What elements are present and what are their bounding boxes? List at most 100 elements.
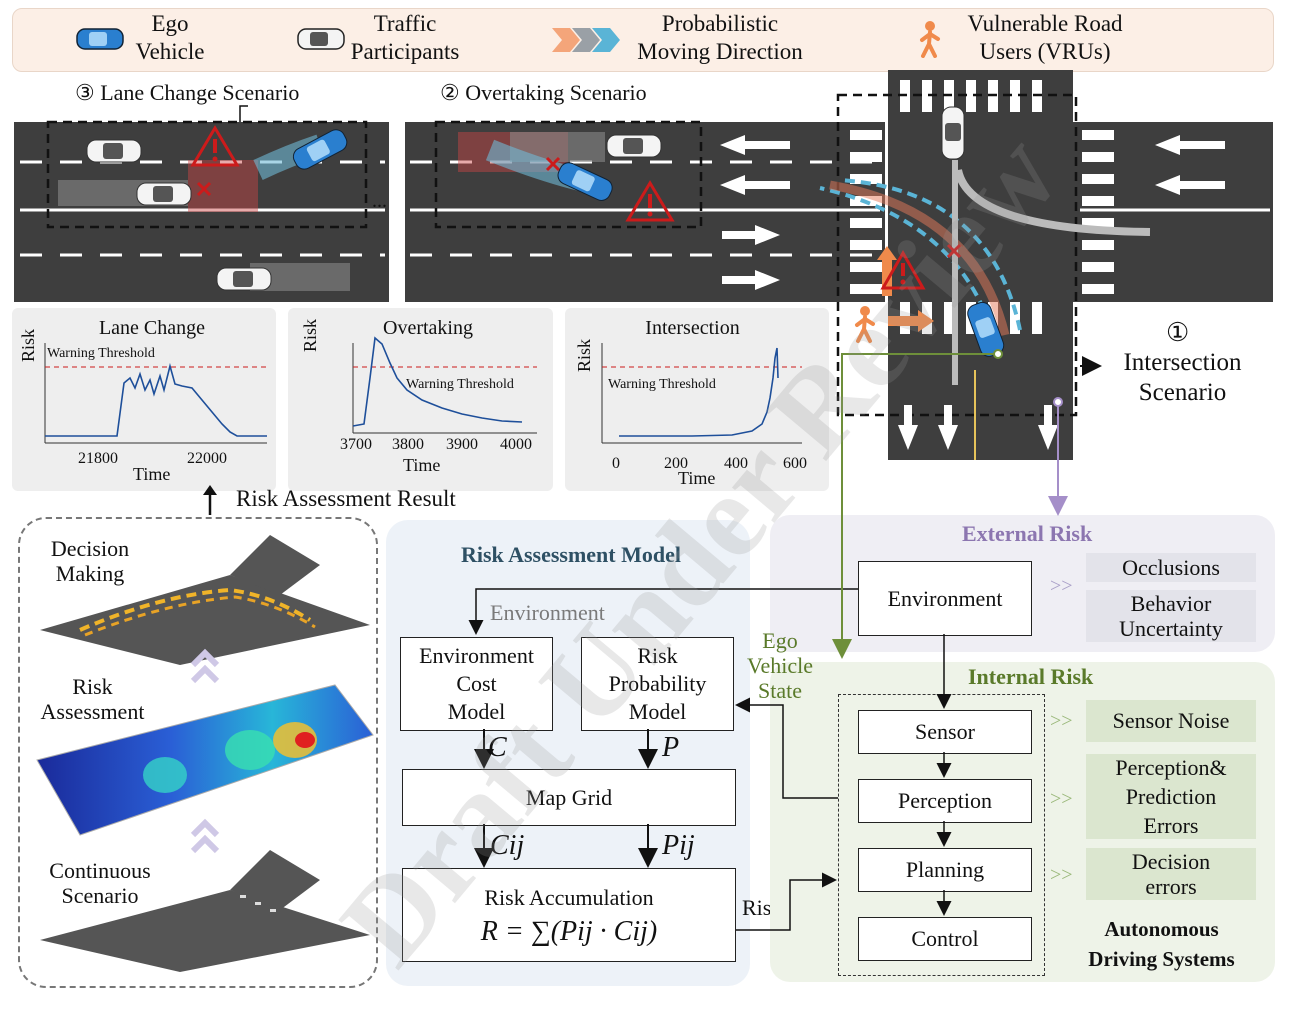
risk-model-title: Risk Assessment Model <box>460 542 681 567</box>
left-illustration-panel <box>18 517 378 988</box>
perception-box: Perception <box>858 779 1032 823</box>
plot-lane-change-threshold: Warning Threshold <box>47 346 155 361</box>
ego-car-lane-change <box>292 129 348 170</box>
behavior-uncertainty-text: Behavior Uncertainty <box>1119 591 1223 641</box>
plot-intersection-panel <box>565 308 829 491</box>
environment-cost-model-text: Environment Cost Model <box>419 643 534 724</box>
plot-overtaking-tick-3: 4000 <box>500 436 532 453</box>
direction-arrows-icon <box>552 28 620 52</box>
ego-vehicle-icon <box>76 28 124 50</box>
risk-accumulation-box: Risk Accumulation R = ∑(Pij · Cij) <box>402 868 736 962</box>
plot-lane-change-panel <box>12 308 276 491</box>
internal-chevron-icon-2: >> <box>1050 788 1073 810</box>
risk-probability-model-text: Risk Probability Model <box>608 643 707 724</box>
external-environment-box: Environment <box>858 561 1032 636</box>
external-environment-text: Environment <box>887 585 1003 611</box>
road-gap-dots: ... <box>372 190 387 212</box>
plot-intersection-tick-2: 400 <box>724 455 748 472</box>
decision-map-graphic <box>40 535 370 665</box>
plot-intersection-tick-1: 200 <box>664 455 688 472</box>
plot-intersection-title: Intersection <box>645 317 740 339</box>
lane-change-label: ③ Lane Change Scenario <box>75 80 300 105</box>
map-grid-text: Map Grid <box>525 784 613 810</box>
risk-assessment-label: Risk Assessment <box>40 674 145 724</box>
occlusions-chip: Occlusions <box>1086 553 1256 582</box>
plot-lane-change-title: Lane Change <box>98 317 206 339</box>
continuous-scenario-label: Continuous Scenario <box>49 858 151 908</box>
legend-ego-label: Ego Vehicle <box>135 11 205 64</box>
cij-symbol: Cij <box>490 830 525 861</box>
plot-lane-change-tick-0: 21800 <box>78 450 118 467</box>
perception-text: Perception <box>897 788 993 813</box>
planning-text: Planning <box>905 857 985 882</box>
plot-lane-change-xlabel: Time <box>133 464 171 484</box>
decision-making-label: Decision Making <box>50 536 130 586</box>
continuous-map-graphic <box>40 850 370 972</box>
risk-heatmap-graphic <box>36 684 374 836</box>
map-grid-box: Map Grid <box>402 769 736 826</box>
decision-errors-text: Decision errors <box>1131 849 1211 899</box>
p-symbol: P <box>662 732 680 763</box>
legend-traffic-label: Traffic Participants <box>350 11 460 64</box>
connector-lines <box>239 105 1102 931</box>
planning-box: Planning <box>858 848 1032 892</box>
external-risk-title: External Risk <box>962 521 1093 546</box>
plot-intersection-tick-0: 0 <box>612 455 620 472</box>
internal-chevron-icon-1: >> <box>1050 710 1073 732</box>
risk-accumulation-text: Risk Accumulation <box>484 885 654 910</box>
model-environment-label: Environment <box>490 600 605 625</box>
sensor-box: Sensor <box>858 710 1032 754</box>
sensor-noise-text: Sensor Noise <box>1112 708 1230 733</box>
plot-overtaking-threshold: Warning Threshold <box>406 377 514 392</box>
perception-errors-text: Perception& Prediction Errors <box>1115 755 1227 838</box>
ads-label: Autonomous Driving Systems <box>1088 917 1235 971</box>
traffic-car-intersection <box>941 106 965 160</box>
internal-risk-title: Internal Risk <box>968 664 1094 689</box>
sensor-noise-chip: Sensor Noise <box>1086 700 1256 742</box>
plot-intersection-threshold: Warning Threshold <box>608 377 716 392</box>
pij-symbol: Pij <box>662 830 695 861</box>
sensor-text: Sensor <box>915 719 975 744</box>
risk-probability-model-box: Risk Probability Model <box>581 637 734 731</box>
warning-icon-lane <box>190 125 240 167</box>
traffic-car-1 <box>86 139 142 163</box>
plot-overtaking-tick-0: 3700 <box>340 436 372 453</box>
up-arrow-icon <box>203 485 217 515</box>
plot-overtaking-tick-2: 3900 <box>446 436 478 453</box>
plot-lane-change-tick-1: 22000 <box>187 450 227 467</box>
plot-intersection-tick-3: 600 <box>783 455 807 472</box>
perception-errors-chip: Perception& Prediction Errors <box>1086 754 1256 839</box>
risk-plots-svg <box>44 336 802 444</box>
behavior-uncertainty-chip: Behavior Uncertainty <box>1086 590 1256 642</box>
ego-car-overtaking <box>557 162 613 201</box>
pedestrian-vru <box>855 306 875 343</box>
pedestrian-icon <box>920 21 940 58</box>
plot-overtaking-title: Overtaking <box>383 317 473 339</box>
traffic-vehicle-icon <box>297 28 345 50</box>
risk-formula: R = ∑(Pij · Cij) <box>480 916 658 947</box>
traffic-car-3 <box>606 134 662 158</box>
occlusions-text: Occlusions <box>1122 555 1220 580</box>
warning-icon-overtake <box>625 180 675 222</box>
ego-car-intersection <box>967 301 1005 357</box>
control-box: Control <box>858 917 1032 961</box>
traffic-car-4 <box>216 267 272 291</box>
intersection-number: ① <box>1166 318 1190 347</box>
decision-errors-chip: Decision errors <box>1086 848 1256 900</box>
control-text: Control <box>911 926 979 951</box>
environment-cost-model-box: Environment Cost Model <box>400 637 553 731</box>
plot-intersection-xlabel: Time <box>678 468 716 488</box>
chevron-up-icon <box>190 648 220 684</box>
plot-overtaking-tick-1: 3800 <box>392 436 424 453</box>
risk-result-label: Risk Assessment Result <box>236 486 456 511</box>
legend-bar <box>12 8 1274 72</box>
intersection-label: Intersection Scenario <box>1123 349 1242 406</box>
legend-direction-label: Probabilistic Moving Direction <box>637 11 803 64</box>
plot-overtaking-xlabel: Time <box>403 455 441 475</box>
traffic-car-2 <box>136 182 192 206</box>
overtaking-label: ② Overtaking Scenario <box>440 80 647 105</box>
chevron-up-icon-2 <box>190 818 220 854</box>
ego-vehicle-state-label: Ego Vehicle State <box>747 628 813 703</box>
legend-vru-label: Vulnerable Road Users (VRUs) <box>967 11 1123 64</box>
warning-icon-intersection <box>880 250 926 290</box>
